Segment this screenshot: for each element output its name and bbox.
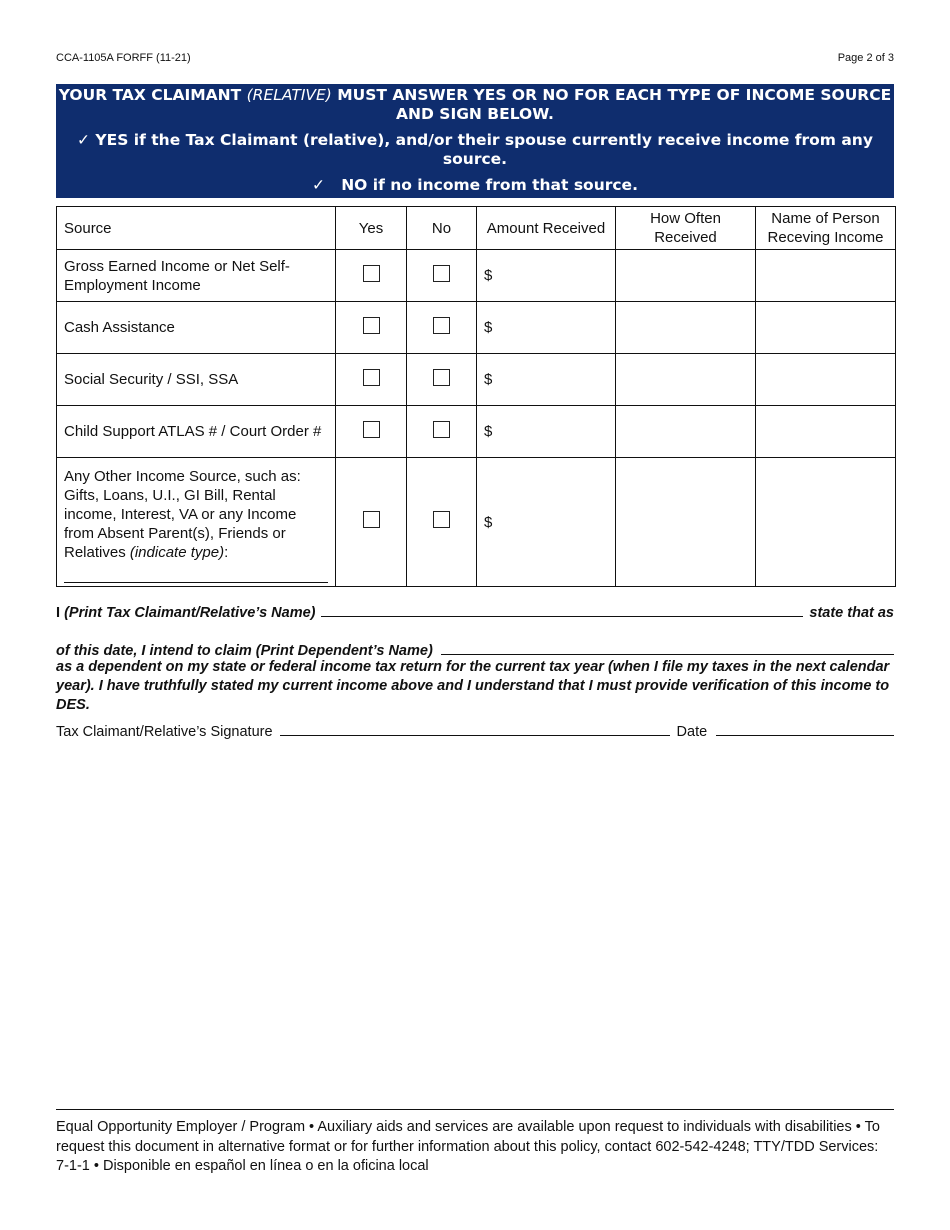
- how-often-field[interactable]: [615, 405, 756, 458]
- table-row: Cash Assistance $: [56, 301, 896, 354]
- amount-field[interactable]: $: [476, 249, 616, 302]
- source-cell: Any Other Income Source, such as: Gifts,…: [56, 457, 336, 587]
- dependent-name-field[interactable]: [440, 641, 894, 655]
- col-source: Source: [56, 206, 336, 250]
- table-row: Child Support ATLAS # / Court Order # $: [56, 405, 896, 458]
- statement-body: as a dependent on my state or federal in…: [56, 659, 890, 713]
- dependent-name-label: of this date, I intend to claim (Print D…: [56, 643, 433, 659]
- how-often-field[interactable]: [615, 249, 756, 302]
- instructions-banner: YOUR TAX CLAIMANT (RELATIVE) MUST ANSWER…: [56, 84, 894, 198]
- table-row: Social Security / SSI, SSA $: [56, 353, 896, 406]
- how-often-field[interactable]: [615, 353, 756, 406]
- signature-label: Tax Claimant/Relative’s Signature: [56, 724, 273, 740]
- yes-checkbox[interactable]: [362, 368, 380, 386]
- no-checkbox[interactable]: [433, 368, 450, 386]
- table-header-row: Source Yes No Amount Received How Often …: [56, 206, 896, 250]
- claimant-name-label: (Print Tax Claimant/Relative’s Name): [64, 605, 316, 621]
- banner-text: YOUR TAX CLAIMANT: [58, 86, 247, 104]
- person-name-field[interactable]: [755, 353, 896, 406]
- footer-notice: Equal Opportunity Employer / Program • A…: [56, 1109, 894, 1177]
- page-number: Page 2 of 3: [837, 52, 894, 64]
- source-cell: Gross Earned Income or Net Self-Employme…: [56, 249, 336, 302]
- col-how-often: How Often Received: [615, 206, 756, 250]
- source-cell: Social Security / SSI, SSA: [56, 353, 336, 406]
- form-id: CCA-1105A FORFF (11-21): [56, 52, 191, 64]
- source-text-italic: (indicate type): [129, 544, 225, 561]
- source-text: Any Other Income Source, such as: Gifts,…: [64, 468, 301, 561]
- person-name-field[interactable]: [755, 301, 896, 354]
- no-checkbox[interactable]: [433, 420, 450, 438]
- col-yes: Yes: [335, 206, 407, 250]
- yes-checkbox[interactable]: [362, 316, 380, 334]
- dependent-name-line: of this date, I intend to claim (Print D…: [56, 641, 894, 661]
- banner-text: MUST ANSWER YES OR NO FOR EACH TYPE OF I…: [331, 86, 892, 123]
- signature-field[interactable]: [279, 722, 670, 736]
- person-name-field[interactable]: [755, 457, 896, 587]
- state-that-as: state that as: [809, 605, 894, 621]
- col-name: Name of Person Receving Income: [755, 206, 896, 250]
- statement-i: I: [56, 605, 61, 621]
- person-name-field[interactable]: [755, 249, 896, 302]
- amount-field[interactable]: $: [476, 301, 616, 354]
- no-checkbox[interactable]: [433, 511, 450, 528]
- no-instruction: ✓ NO if no income from that source.: [312, 176, 638, 194]
- claimant-name-line: I (Print Tax Claimant/Relative’s Name) s…: [56, 603, 894, 623]
- source-cell: Child Support ATLAS # / Court Order #: [56, 405, 336, 458]
- signature-line: Tax Claimant/Relative’s Signature Date: [56, 722, 894, 740]
- yes-checkbox[interactable]: [362, 264, 380, 282]
- amount-field[interactable]: $: [476, 457, 616, 587]
- table-row: Any Other Income Source, such as: Gifts,…: [56, 457, 896, 587]
- date-label: Date: [676, 724, 708, 740]
- yes-checkbox[interactable]: [362, 511, 380, 528]
- no-checkbox[interactable]: [433, 264, 450, 282]
- date-field[interactable]: [716, 722, 894, 736]
- source-cell: Cash Assistance: [56, 301, 336, 354]
- amount-field[interactable]: $: [476, 353, 616, 406]
- yes-instruction: ✓ YES if the Tax Claimant (relative), an…: [77, 131, 873, 168]
- col-no: No: [406, 206, 477, 250]
- amount-field[interactable]: $: [476, 405, 616, 458]
- how-often-field[interactable]: [615, 301, 756, 354]
- yes-checkbox[interactable]: [362, 420, 380, 438]
- income-table: Source Yes No Amount Received How Often …: [56, 206, 896, 587]
- banner-text-italic: (RELATIVE): [246, 86, 332, 104]
- source-text: :: [224, 544, 229, 561]
- person-name-field[interactable]: [755, 405, 896, 458]
- other-type-field[interactable]: [64, 566, 328, 583]
- table-row: Gross Earned Income or Net Self-Employme…: [56, 249, 896, 302]
- how-often-field[interactable]: [615, 457, 756, 587]
- no-checkbox[interactable]: [433, 316, 450, 334]
- col-amount: Amount Received: [476, 206, 616, 250]
- claimant-name-field[interactable]: [321, 603, 804, 617]
